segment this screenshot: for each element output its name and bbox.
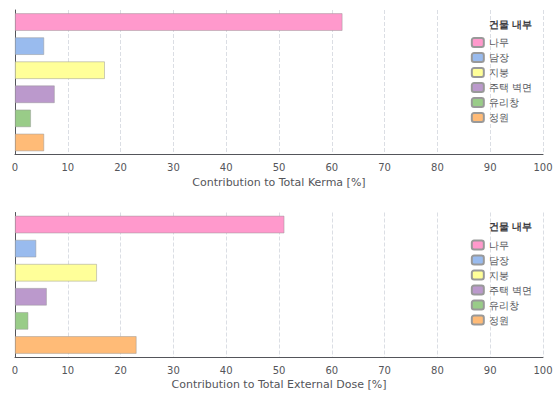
svg-text:40: 40 <box>220 365 233 376</box>
svg-text:30: 30 <box>167 162 180 173</box>
svg-text:60: 60 <box>325 162 338 173</box>
svg-text:Contribution to Total Kerma [%: Contribution to Total Kerma [%] <box>192 176 365 189</box>
svg-text:100: 100 <box>533 365 552 376</box>
svg-text:20: 20 <box>114 365 127 376</box>
svg-text:유리창: 유리창 <box>489 300 519 311</box>
svg-text:Contribution to Total External: Contribution to Total External Dose [%] <box>172 378 387 391</box>
svg-text:나무: 나무 <box>489 240 509 251</box>
svg-text:90: 90 <box>484 365 497 376</box>
svg-text:나무: 나무 <box>489 37 509 48</box>
svg-text:70: 70 <box>378 365 391 376</box>
svg-text:0: 0 <box>12 162 18 173</box>
svg-text:정원: 정원 <box>489 315 509 326</box>
svg-text:50: 50 <box>273 365 286 376</box>
svg-text:20: 20 <box>114 162 127 173</box>
svg-text:80: 80 <box>431 365 444 376</box>
svg-text:10: 10 <box>61 365 74 376</box>
svg-text:유리창: 유리창 <box>489 97 519 108</box>
svg-text:50: 50 <box>273 162 286 173</box>
svg-text:10: 10 <box>61 162 74 173</box>
svg-text:정원: 정원 <box>489 112 509 123</box>
svg-text:지붕: 지붕 <box>489 270 509 281</box>
svg-text:주택 벽면: 주택 벽면 <box>489 82 532 93</box>
svg-text:100: 100 <box>533 162 552 173</box>
svg-text:지붕: 지붕 <box>489 67 509 78</box>
svg-text:40: 40 <box>220 162 233 173</box>
svg-text:90: 90 <box>484 162 497 173</box>
svg-text:건물 내부: 건물 내부 <box>489 221 532 232</box>
svg-text:담장: 담장 <box>489 255 509 266</box>
svg-text:70: 70 <box>378 162 391 173</box>
svg-text:0: 0 <box>12 365 18 376</box>
svg-text:주택 벽면: 주택 벽면 <box>489 285 532 296</box>
svg-text:담장: 담장 <box>489 52 509 63</box>
svg-text:80: 80 <box>431 162 444 173</box>
svg-text:건물 내부: 건물 내부 <box>489 19 532 30</box>
svg-text:30: 30 <box>167 365 180 376</box>
svg-text:60: 60 <box>325 365 338 376</box>
